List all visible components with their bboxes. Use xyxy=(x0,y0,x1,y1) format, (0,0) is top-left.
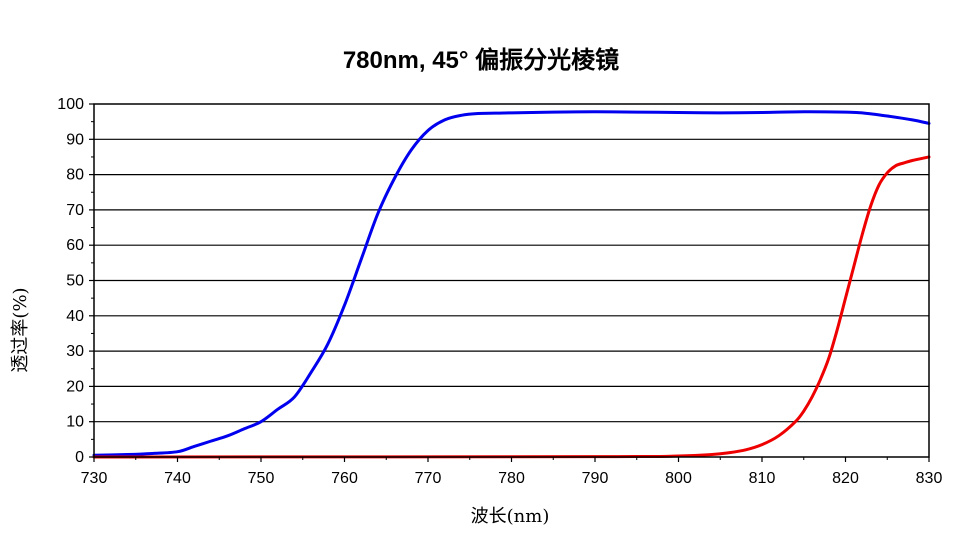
y-tick-label: 0 xyxy=(75,449,84,466)
y-axis-label: 透过率(%) xyxy=(10,287,31,372)
y-tick-label: 90 xyxy=(66,131,84,148)
y-tick-label: 20 xyxy=(66,378,84,395)
x-tick-label: 730 xyxy=(81,470,108,487)
x-tick-label: 760 xyxy=(331,470,358,487)
y-tick-label: 80 xyxy=(66,167,84,184)
y-tick-label: 30 xyxy=(66,343,84,360)
y-tick-label: 70 xyxy=(66,202,84,219)
x-tick-label: 800 xyxy=(665,470,692,487)
y-tick-label: 100 xyxy=(57,96,84,113)
x-tick-label: 740 xyxy=(164,470,191,487)
x-tick-label: 770 xyxy=(415,470,442,487)
grid xyxy=(94,138,929,423)
x-tick-label: 780 xyxy=(498,470,525,487)
y-tick-label: 50 xyxy=(66,273,84,290)
x-tick-label: 830 xyxy=(916,470,943,487)
x-tick-label: 810 xyxy=(749,470,776,487)
chart-title: 780nm, 45° 偏振分光棱镜 xyxy=(343,46,619,74)
y-tick-label: 60 xyxy=(66,237,84,254)
y-tick-label: 10 xyxy=(66,414,84,431)
series-line-1 xyxy=(92,110,931,457)
series-group xyxy=(92,110,931,459)
series-line-2 xyxy=(92,155,931,459)
x-tick-label: 820 xyxy=(832,470,859,487)
tick-labels: 0 10 20 30 40 50 60 70 80 90 100 730 740 750 760 770 780… xyxy=(57,96,942,487)
x-tick-label: 750 xyxy=(248,470,275,487)
x-axis-label: 波长(nm) xyxy=(471,506,550,527)
ticks xyxy=(89,103,930,462)
y-tick-label: 40 xyxy=(66,308,84,325)
x-tick-label: 790 xyxy=(582,470,609,487)
